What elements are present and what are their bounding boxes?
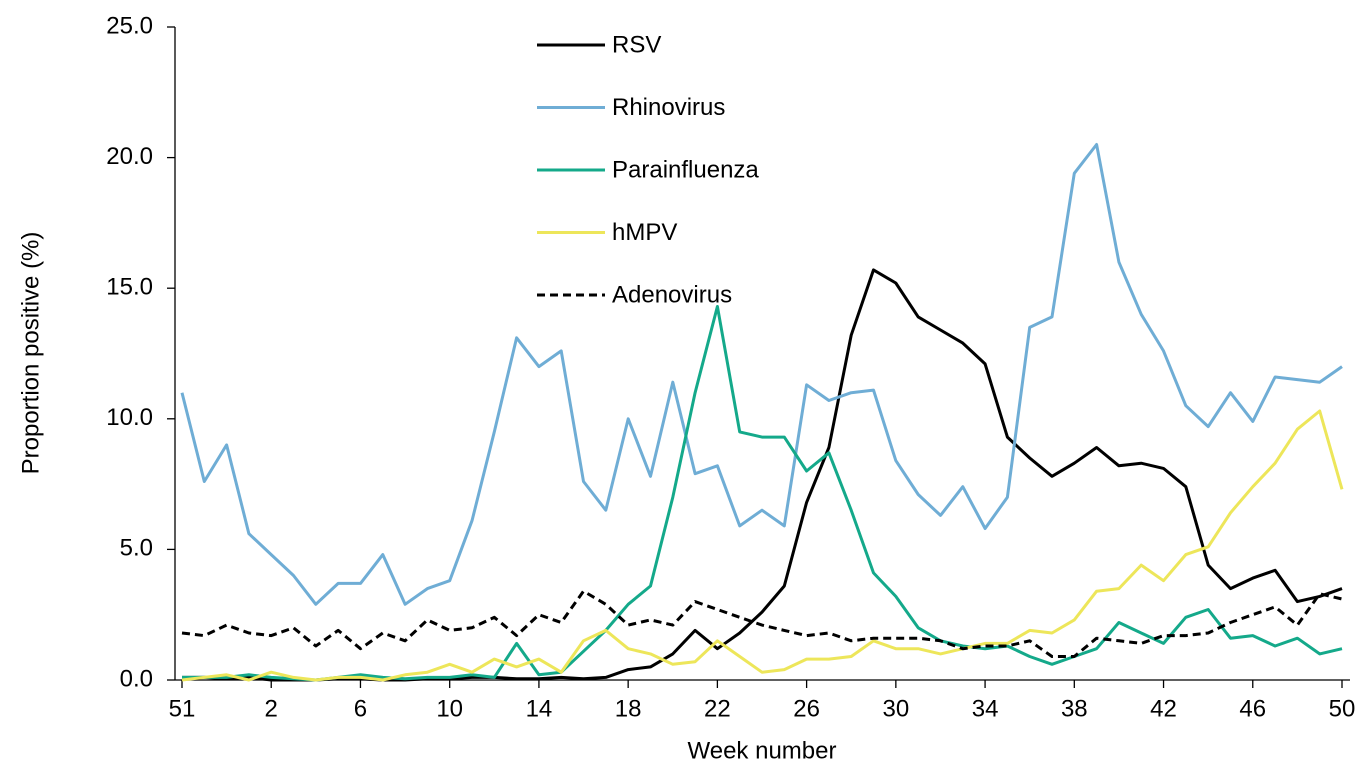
y-tick-label: 10.0 bbox=[106, 404, 153, 431]
series-line bbox=[182, 305, 1343, 682]
x-tick-label: 50 bbox=[1329, 695, 1356, 722]
legend-label: Rhinovirus bbox=[612, 94, 725, 121]
series-line bbox=[180, 143, 1343, 606]
x-tick-label: 42 bbox=[1150, 695, 1177, 722]
x-tick-label: 38 bbox=[1061, 695, 1088, 722]
x-tick-label: 14 bbox=[526, 695, 553, 722]
x-tick-label: 26 bbox=[793, 695, 820, 722]
x-axis-title: Week number bbox=[688, 737, 837, 764]
y-tick-label: 5.0 bbox=[120, 535, 153, 562]
x-tick-label: 51 bbox=[169, 695, 196, 722]
x-tick-label: 6 bbox=[354, 695, 367, 722]
y-tick-label: 20.0 bbox=[106, 143, 153, 170]
x-tick-label: 22 bbox=[704, 695, 731, 722]
x-tick-label: 18 bbox=[615, 695, 642, 722]
x-tick-label: 34 bbox=[972, 695, 999, 722]
y-axis-title: Proportion positive (%) bbox=[17, 232, 44, 475]
y-tick-label: 0.0 bbox=[120, 665, 153, 692]
series-line bbox=[181, 589, 1343, 658]
x-tick-label: 46 bbox=[1239, 695, 1266, 722]
x-tick-label: 10 bbox=[436, 695, 463, 722]
legend-label: RSV bbox=[612, 31, 661, 58]
legend-label: Parainfluenza bbox=[612, 156, 759, 183]
x-tick-label: 2 bbox=[265, 695, 278, 722]
y-tick-label: 15.0 bbox=[106, 274, 153, 301]
x-tick-label: 30 bbox=[882, 695, 909, 722]
legend-label: hMPV bbox=[612, 219, 677, 246]
series-line bbox=[182, 268, 1343, 682]
legend-label: Adenovirus bbox=[612, 281, 732, 308]
y-tick-label: 25.0 bbox=[106, 12, 153, 39]
series-line bbox=[181, 409, 1344, 682]
